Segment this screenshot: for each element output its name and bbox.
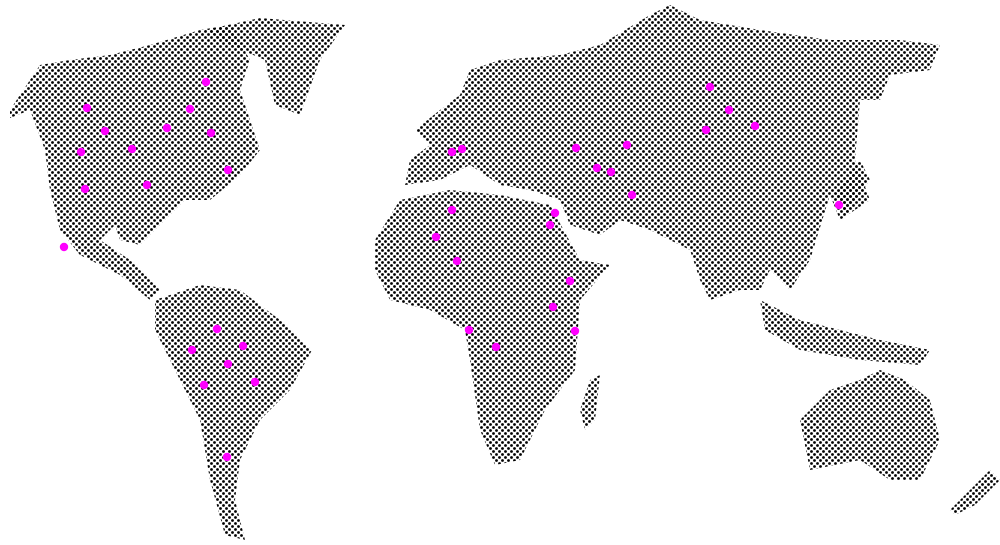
map-marker[interactable] [491,342,501,352]
map-marker[interactable] [187,345,197,355]
landmass-africa [375,190,610,465]
landmass-australia [800,370,940,480]
map-marker[interactable] [199,380,209,390]
map-marker[interactable] [545,220,555,230]
map-marker[interactable] [701,125,711,135]
map-marker[interactable] [606,167,616,177]
landmass-north-america [10,25,260,300]
landmass-southeast-asia [760,300,930,365]
map-marker[interactable] [548,302,558,312]
map-marker[interactable] [457,144,467,154]
map-marker[interactable] [238,341,248,351]
map-marker[interactable] [223,165,233,175]
map-marker[interactable] [431,232,441,242]
map-marker[interactable] [452,256,462,266]
landmass-greenland [205,18,345,115]
landmass-eurasia [405,5,940,300]
map-marker[interactable] [162,123,172,133]
map-marker[interactable] [571,143,581,153]
map-marker[interactable] [447,205,457,215]
map-marker[interactable] [570,326,580,336]
map-marker[interactable] [82,103,92,113]
map-marker[interactable] [750,121,760,131]
landmass-new-zealand [950,470,1000,515]
map-marker[interactable] [724,105,734,115]
map-marker[interactable] [250,377,260,387]
map-marker[interactable] [705,82,715,92]
map-marker[interactable] [100,126,110,136]
map-marker[interactable] [206,128,216,138]
map-marker[interactable] [627,190,637,200]
map-marker[interactable] [464,325,474,335]
landmass-japan [835,160,870,215]
map-marker[interactable] [447,147,457,157]
landmass-south-america [155,285,312,540]
map-marker[interactable] [59,242,69,252]
map-marker[interactable] [222,452,232,462]
map-marker[interactable] [212,324,222,334]
map-marker[interactable] [592,163,602,173]
marker-layer [59,77,844,462]
map-marker[interactable] [142,180,152,190]
landmass-madagascar [580,375,600,430]
map-marker[interactable] [76,147,86,157]
map-marker[interactable] [201,77,211,87]
map-marker[interactable] [127,144,137,154]
map-marker[interactable] [223,359,233,369]
map-marker[interactable] [622,140,632,150]
map-marker[interactable] [834,200,844,210]
map-marker[interactable] [550,208,560,218]
map-marker[interactable] [80,184,90,194]
map-marker[interactable] [185,104,195,114]
landmass-layer [10,5,1000,540]
map-marker[interactable] [565,276,575,286]
